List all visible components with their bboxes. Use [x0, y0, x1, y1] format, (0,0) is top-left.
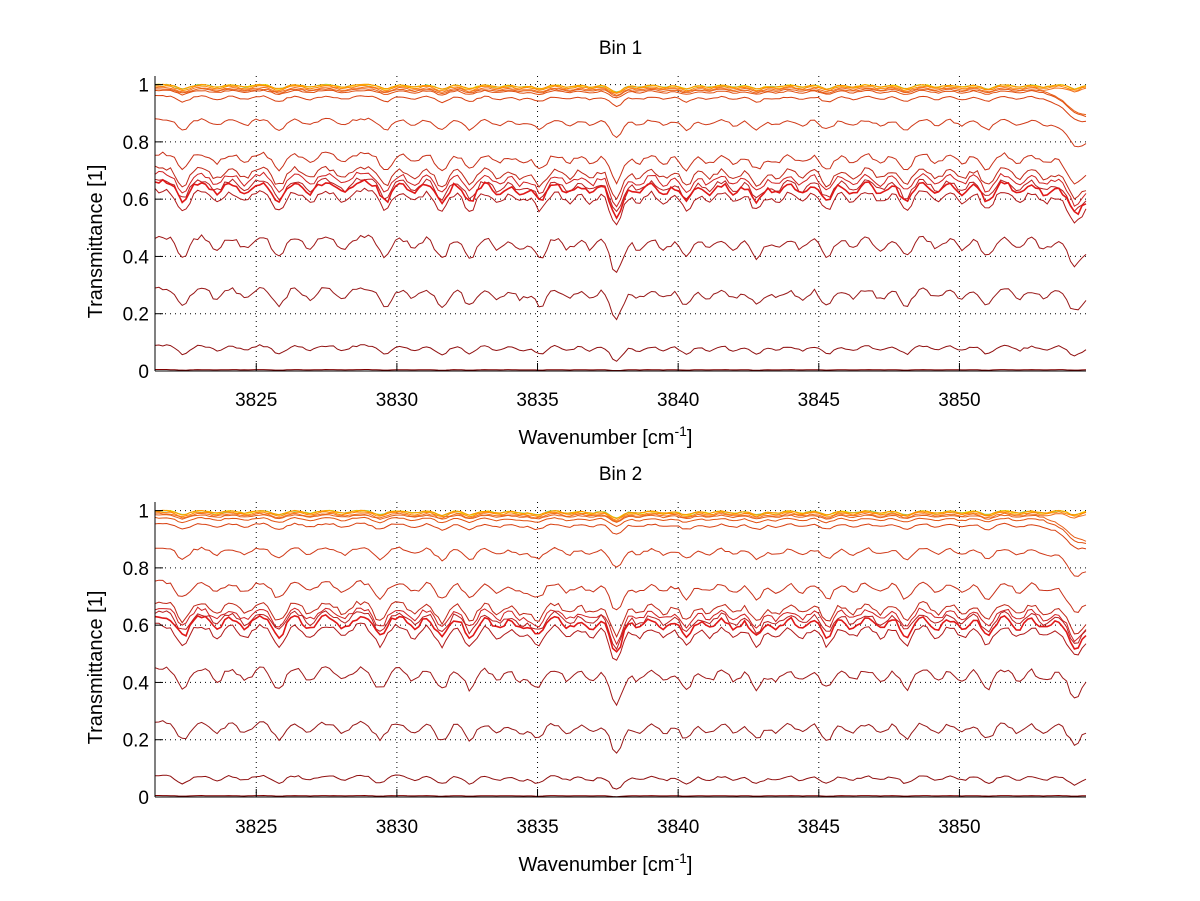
y-tick-label: 0.8 [123, 133, 149, 154]
x-tick-label: 3845 [798, 817, 840, 838]
y-tick-label: 1 [138, 502, 149, 523]
spectrum-series [154, 151, 1087, 185]
y-axis-label: Transmittance [1] [85, 165, 107, 319]
x-axis-label: Wavenumber [cm-1] [519, 423, 693, 449]
x-tick-label: 3835 [516, 817, 558, 838]
x-axis-label: Wavenumber [cm-1] [519, 850, 693, 876]
spectrum-series [154, 83, 1087, 94]
x-tick-label: 3850 [938, 390, 980, 411]
chart-bin-1: Bin 1 3825 3830 3835 3840 3845 3850 0 0.2 0.4 0.6 0… [85, 38, 1087, 449]
spectrum-series [154, 88, 1087, 116]
x-tick-label: 3840 [657, 390, 699, 411]
y-tick-label: 0 [138, 788, 149, 809]
spectrum-series [154, 94, 1087, 123]
spectrum-series [154, 666, 1087, 707]
spectrum-series [154, 546, 1087, 577]
spectrum-series [154, 85, 1087, 94]
spectrum-series [154, 89, 1087, 118]
y-tick-label: 0.4 [123, 673, 150, 694]
spectrum-series [154, 165, 1087, 201]
spectrum-series [154, 512, 1087, 523]
chart-bin-2: Bin 2 3825 3830 3835 3840 3845 3850 0 0.2 0.4 0.6 0… [85, 464, 1087, 876]
spectrum-series [154, 177, 1087, 213]
y-tick-label: 1 [138, 76, 149, 97]
spectrum-series [154, 774, 1087, 790]
spectrum-series [154, 344, 1087, 362]
spectrum-series [154, 178, 1087, 220]
x-tick-label: 3825 [235, 817, 277, 838]
spectrum-series [154, 286, 1087, 321]
spectrum-series [154, 509, 1087, 520]
y-tick-label: 0.2 [123, 305, 149, 326]
spectrum-series [154, 606, 1087, 646]
x-tick-label: 3830 [376, 817, 418, 838]
spectrum-series [154, 613, 1087, 653]
spectrum-series [154, 600, 1087, 639]
spectrum-series [154, 522, 1087, 550]
spectrum-series [154, 234, 1087, 274]
y-tick-label: 0.8 [123, 559, 149, 580]
y-tick-label: 0.4 [123, 247, 150, 268]
spectrum-series [154, 514, 1087, 542]
spectrum-series [154, 516, 1087, 544]
spectrum-series [154, 117, 1087, 148]
spectrum-series [155, 794, 1087, 798]
chart-title: Bin 1 [599, 38, 642, 59]
y-axis-label: Transmittance [1] [85, 591, 107, 745]
y-tick-label: 0.2 [123, 731, 149, 752]
spectrum-series [154, 622, 1087, 661]
spectrum-series [154, 579, 1087, 613]
y-tick-label: 0.6 [123, 190, 149, 211]
spectrum-series [154, 187, 1087, 226]
x-tick-label: 3840 [657, 817, 699, 838]
x-tick-label: 3835 [516, 390, 558, 411]
x-tick-label: 3830 [376, 390, 418, 411]
spectrum-series [155, 368, 1087, 371]
x-tick-label: 3845 [798, 390, 840, 411]
x-tick-label: 3825 [235, 390, 277, 411]
spectrum-series [154, 720, 1087, 754]
spectrum-series [154, 511, 1087, 521]
spectrum-series [154, 610, 1087, 651]
chart-title: Bin 2 [599, 464, 642, 485]
y-tick-label: 0.6 [123, 616, 149, 637]
x-tick-label: 3850 [938, 817, 980, 838]
y-tick-label: 0 [138, 362, 149, 383]
spectrum-series [154, 170, 1087, 208]
